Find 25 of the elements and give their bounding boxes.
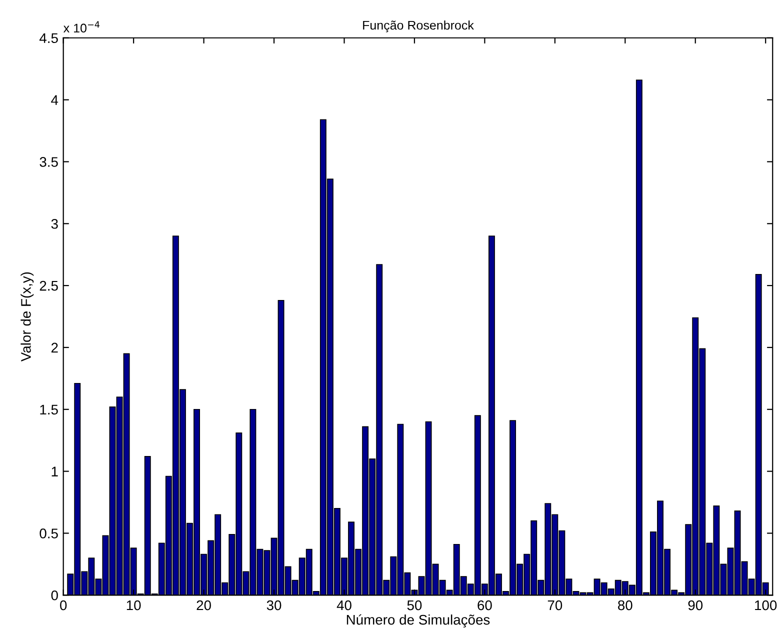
x-tick-label: 60: [478, 600, 492, 610]
x-tick-label: 50: [407, 600, 422, 610]
x-tick-label: 30: [266, 600, 282, 610]
y-tick-label: 4.5: [39, 33, 58, 44]
x-tick-label: 80: [618, 600, 632, 610]
y-axis-title: Valor de F(x,y): [20, 272, 34, 362]
y-tick-label: 2: [51, 342, 58, 352]
y-tick-label: 1: [52, 466, 58, 476]
x-tick-label: 40: [336, 600, 352, 610]
y-tick-label: 1.5: [40, 404, 58, 415]
y-tick-label: 0: [51, 590, 58, 600]
x-tick-label: 90: [688, 600, 703, 610]
x-tick-label: 100: [755, 600, 777, 610]
y-tick-label: 3: [51, 218, 58, 229]
x-axis-title: Número de Simulações: [346, 614, 490, 628]
chart-title: Função Rosenbrock: [363, 20, 474, 32]
y-tick-label: 4: [51, 95, 58, 105]
y-tick-label: 2.5: [40, 280, 58, 291]
y-tick-label: 3.5: [40, 157, 58, 167]
x-tick-label: 20: [196, 600, 211, 610]
text: x 10$^{−4}$: [63, 21, 100, 33]
x-tick-label: 10: [126, 600, 141, 610]
y-tick-label: 0.5: [40, 528, 58, 538]
x-tick-label: 0: [60, 600, 67, 610]
x-tick-label: 70: [548, 600, 562, 610]
